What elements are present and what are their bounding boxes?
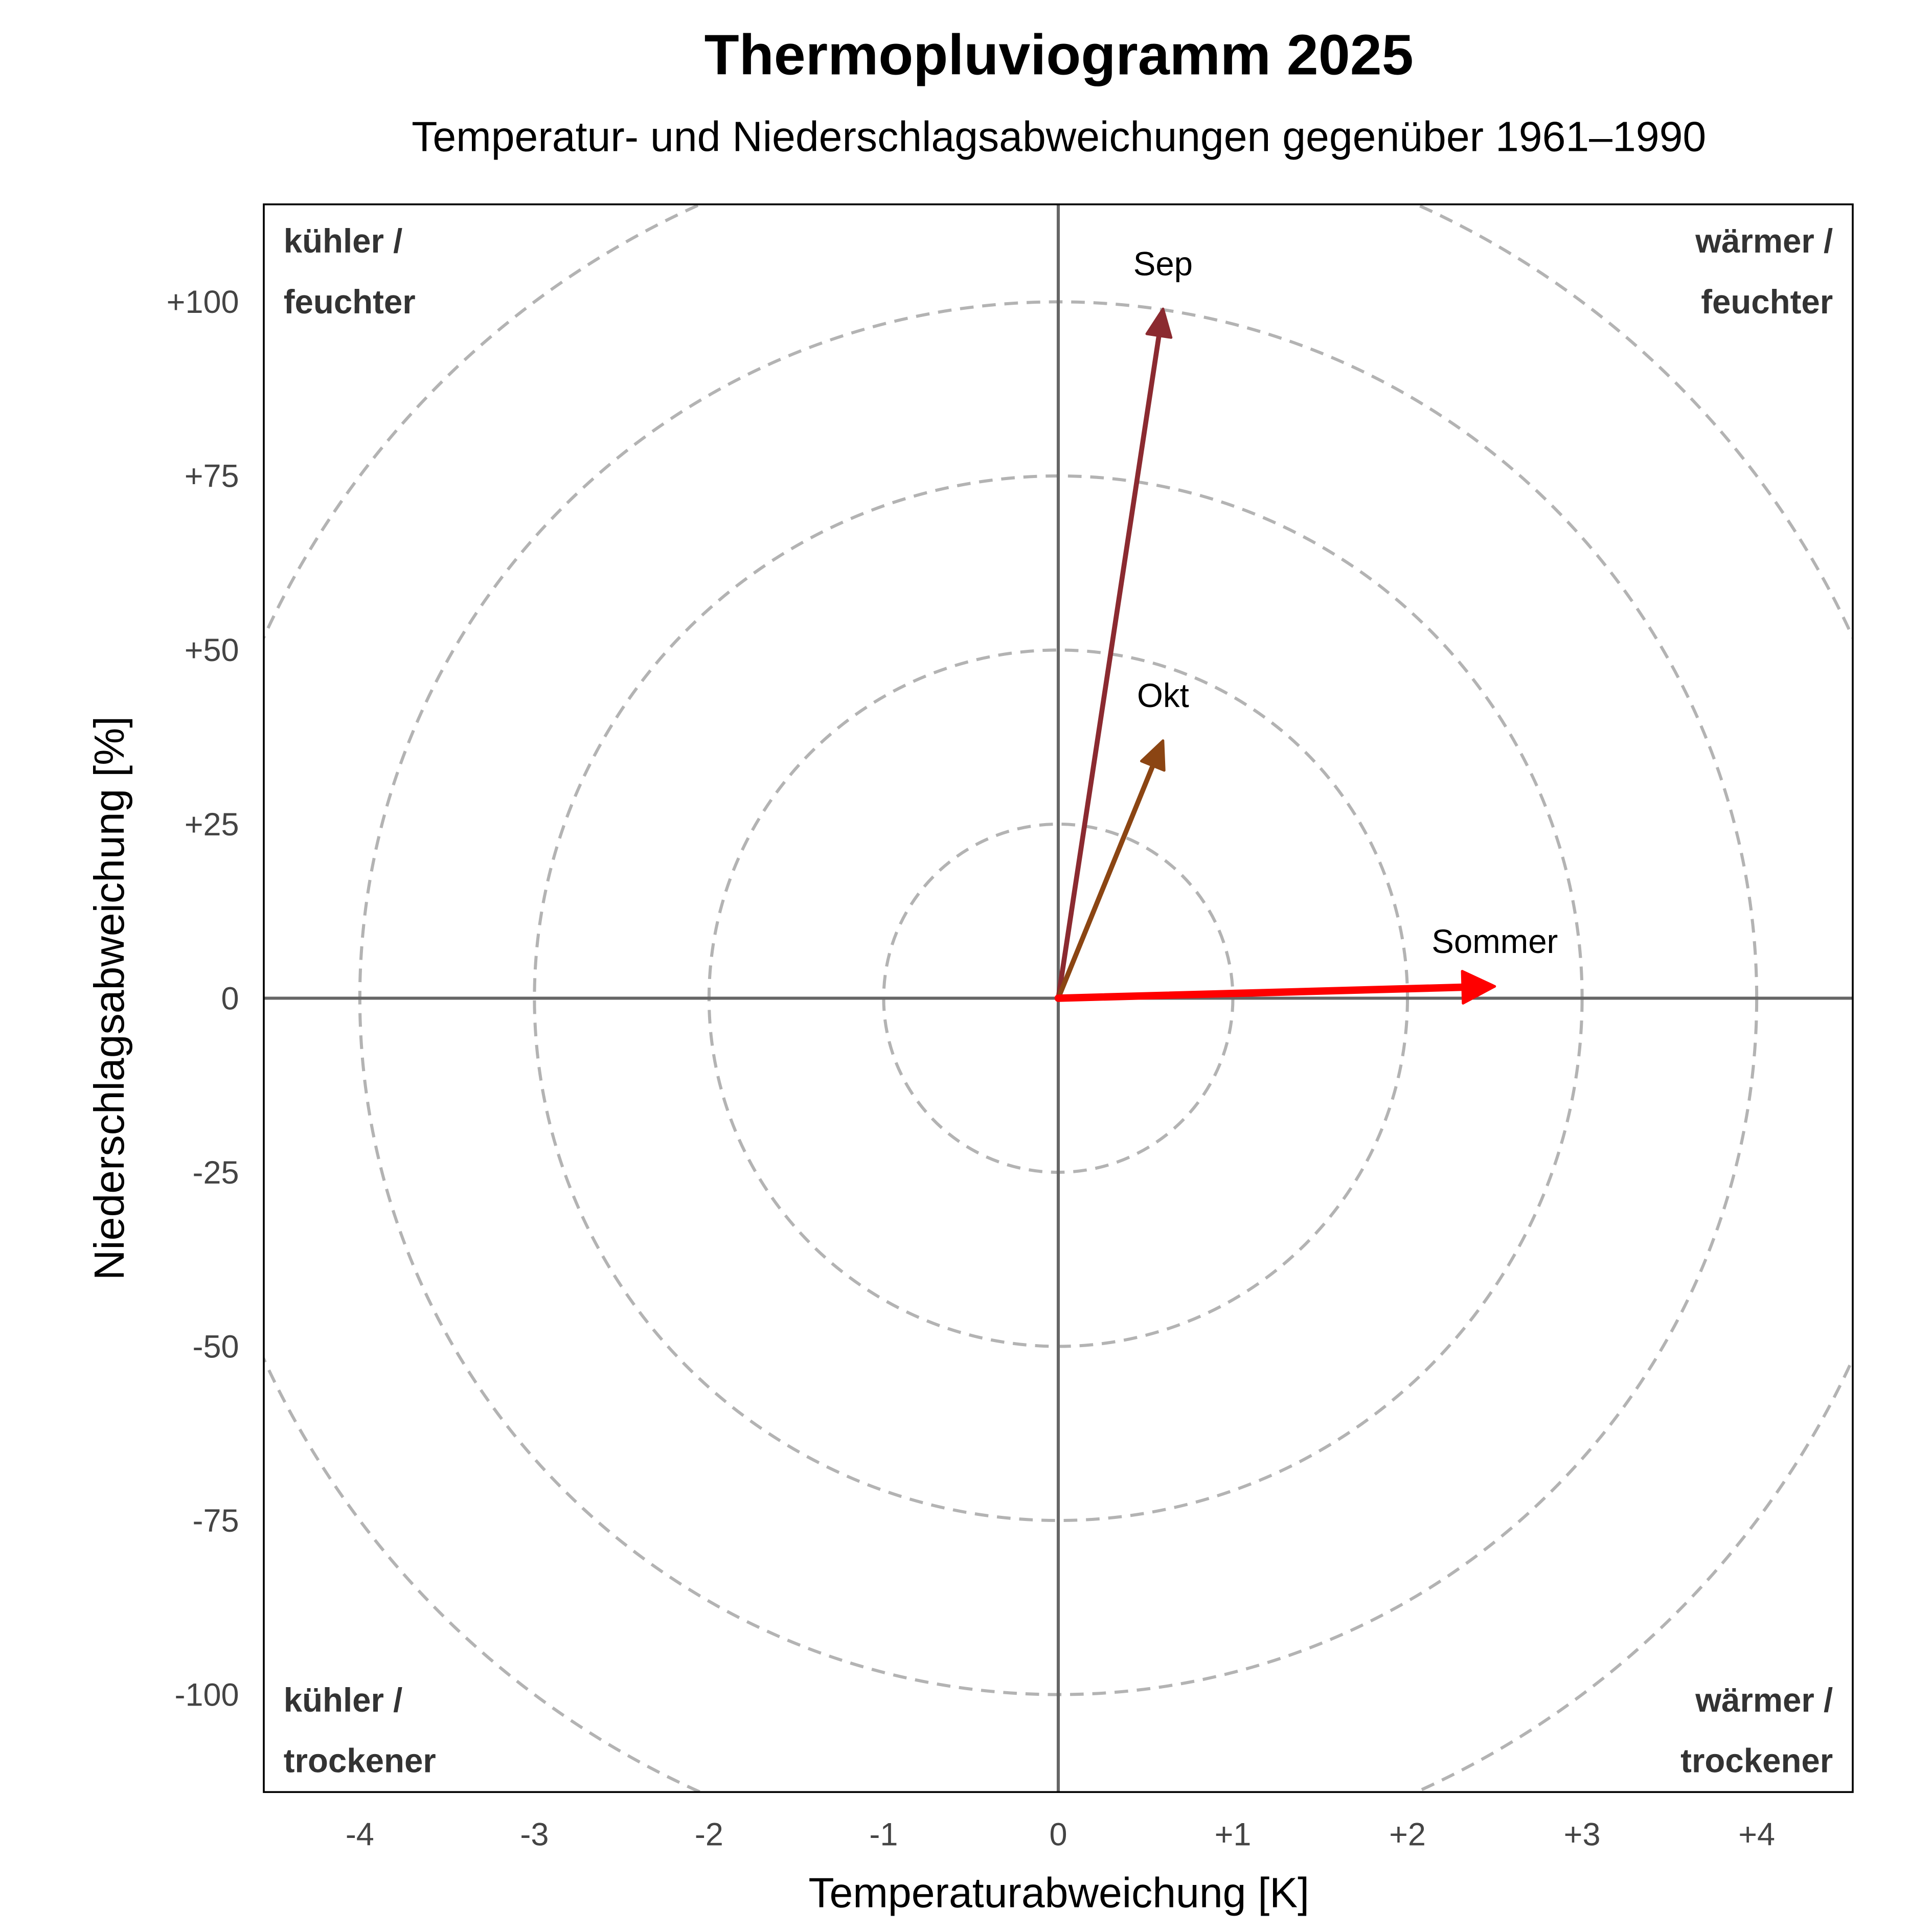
plot-frame — [263, 203, 1854, 1793]
y-tick-label: -25 — [193, 1155, 239, 1191]
arrow-head-sommer — [1461, 970, 1496, 1005]
quadrant-label-bottom-left: kühler / trockener — [284, 1681, 436, 1780]
y-tick-label: -75 — [193, 1503, 239, 1539]
chart-subtitle: Temperatur- und Niederschlagsabweichunge… — [412, 113, 1706, 161]
chart-title: Thermopluviogramm 2025 — [704, 22, 1414, 86]
y-tick-label: +25 — [185, 807, 239, 843]
arrow-shaft-sep — [1056, 333, 1162, 1001]
x-axis-label: Temperaturabweichung [K] — [808, 1870, 1309, 1917]
quadrant-label-top-right: wärmer / feuchter — [1695, 222, 1833, 321]
quadrant-label-bottom-right: wärmer / trockener — [1680, 1681, 1833, 1780]
y-tick-label: -50 — [193, 1329, 239, 1365]
y-tick-label: 0 — [221, 981, 239, 1016]
x-tick-label: +1 — [1215, 1816, 1252, 1852]
arrow-head-okt — [1140, 739, 1166, 772]
arrow-head-sep — [1145, 307, 1173, 339]
arrow-shaft-sommer — [1054, 983, 1467, 1002]
x-tick-label: +3 — [1564, 1816, 1601, 1852]
x-tick-label: -4 — [346, 1816, 374, 1852]
x-tick-label: -1 — [869, 1816, 898, 1852]
y-tick-label: +75 — [185, 459, 239, 494]
x-tick-label: +4 — [1738, 1816, 1775, 1852]
x-tick-label: -3 — [520, 1816, 549, 1852]
arrow-shaft-okt — [1056, 763, 1155, 1001]
y-tick-label: +50 — [185, 632, 239, 668]
arrow-label-sommer: Sommer — [1431, 923, 1558, 960]
arrow-label-okt: Okt — [1137, 677, 1189, 714]
quadrant-label-top-left: kühler / feuchter — [284, 222, 416, 321]
y-tick-label: +100 — [167, 284, 239, 320]
x-tick-label: -2 — [695, 1816, 723, 1852]
y-axis-label: Niederschlagsabweichung [%] — [86, 716, 133, 1280]
arrow-label-sep: Sep — [1133, 245, 1193, 283]
y-tick-label: -100 — [174, 1677, 239, 1713]
x-tick-label: +2 — [1389, 1816, 1426, 1852]
x-tick-label: 0 — [1049, 1816, 1067, 1852]
